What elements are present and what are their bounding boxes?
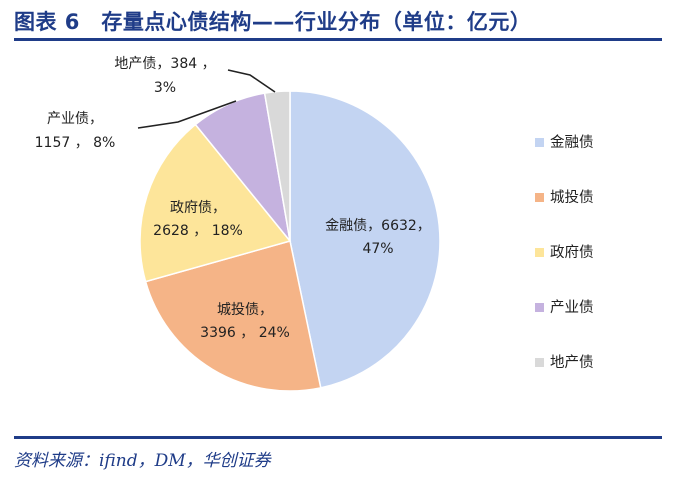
- source-note: 资料来源：ifind，DM，华创证券: [14, 451, 271, 471]
- legend-swatch-slice-3: [535, 303, 544, 312]
- legend-label-slice-4: 地产债: [550, 354, 594, 371]
- data-label-slice-2-line2: 2628 ， 18%: [153, 223, 243, 239]
- legend-swatch-slice-1: [535, 193, 544, 202]
- data-label-slice-4-line2: 3%: [154, 80, 176, 96]
- leader-lines: [137, 69, 276, 129]
- data-label-slice-0-line1: 金融债，6632，: [325, 218, 431, 234]
- pie-slice-1: [144, 240, 322, 392]
- data-label-slice-3-line1: 产业债，: [47, 111, 103, 127]
- pie-slices: [139, 90, 441, 392]
- pie-slice-0: [289, 90, 441, 389]
- legend-swatch-slice-0: [535, 138, 544, 147]
- legend-label-slice-1: 城投债: [550, 189, 594, 206]
- data-label-slice-4-line1: 地产债，384 ，: [114, 56, 215, 72]
- legend-label-slice-0: 金融债: [550, 134, 594, 151]
- footer-divider: [14, 436, 662, 439]
- data-label-slice-2-line1: 政府债，: [170, 200, 226, 216]
- data-labels: 金融债，6632， 47% 城投债， 3396 ， 24% 政府债， 2628 ， 18%…: [35, 56, 431, 341]
- leader-line-slice-3: [137, 100, 237, 129]
- data-label-slice-1-line1: 城投债，: [217, 302, 273, 318]
- legend-swatch-slice-4: [535, 358, 544, 367]
- pie-slice-4: [263, 90, 291, 242]
- leader-line-slice-4: [227, 69, 276, 93]
- legend-swatch-slice-2: [535, 248, 544, 257]
- data-label-slice-3-line2: 1157 ， 8%: [35, 135, 116, 151]
- pie-chart: 金融债，6632， 47% 城投债， 3396 ， 24% 政府债， 2628 ， 18%…: [35, 56, 594, 392]
- title-divider: [14, 38, 662, 41]
- legend-label-slice-3: 产业债: [550, 299, 594, 316]
- legend-label-slice-2: 政府债: [550, 244, 594, 261]
- pie-slice-2: [139, 123, 292, 283]
- data-label-slice-1-line2: 3396 ， 24%: [200, 325, 290, 341]
- data-label-slice-0-line2: 47%: [362, 241, 393, 257]
- chart-title: 图表 6 存量点心债结构——行业分布（单位：亿元）: [14, 10, 532, 34]
